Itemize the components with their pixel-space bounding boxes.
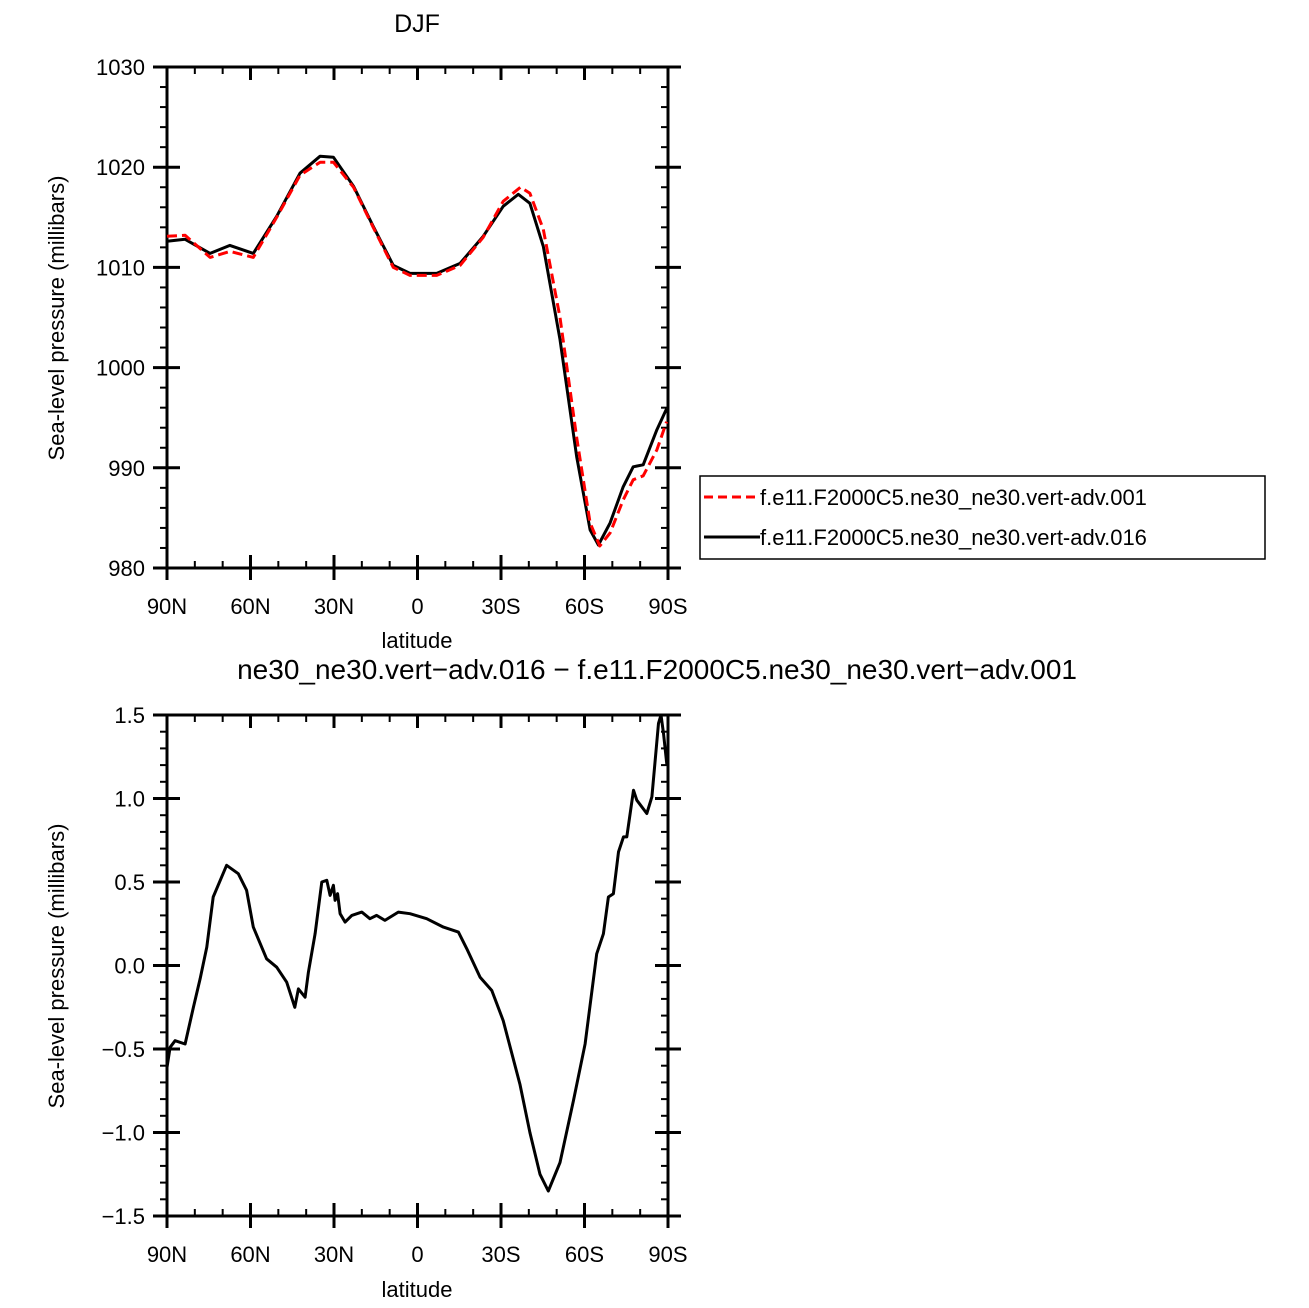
x-tick-label: 60N [230,1242,270,1267]
y-tick-label: 1020 [96,155,145,180]
y-tick-label: −1.5 [102,1204,145,1229]
x-tick-label: 90S [648,594,687,619]
top-chart-ylabel: Sea-level pressure (millibars) [44,176,69,461]
x-tick-label: 30N [314,1242,354,1267]
plot-1: 90N 60N 30N 0 30S 60S 90S 980 990 1000 1010 1020 103… [96,55,688,619]
plot-2: 90N 60N 30N 0 30S 60S 90S −1.5 −1.0 −0.5 0.0 0.5 1.0… [102,703,688,1267]
y-tick-label: −0.5 [102,1037,145,1062]
series-line-2 [166,154,668,547]
top-chart-title: DJF [394,10,440,38]
plot-frame [165,65,670,570]
y-tick-label: 1030 [96,55,145,80]
y-tick-label: 990 [108,456,145,481]
series-line-1 [166,160,669,548]
y-tick-label: 1000 [96,356,145,381]
x-tick-label: 30N [314,594,354,619]
x-tick-label: 0 [411,594,423,619]
series-line-1 [165,713,669,1193]
y-tick-label: 0.5 [114,870,145,895]
top-chart-xlabel: latitude [382,628,453,653]
x-tick-label: 90S [648,1242,687,1267]
bottom-chart-ylabel: Sea-level pressure (millibars) [44,824,69,1109]
x-tick-label: 60S [565,594,604,619]
x-tick-label: 90N [147,1242,187,1267]
y-tick-label: 1.5 [114,703,145,728]
x-tick-label: 0 [411,1242,423,1267]
bottom-chart-xlabel: latitude [382,1277,453,1302]
plot-frame [165,713,670,1218]
legend-box [699,475,1266,560]
legend-label-series-1: f.e11.F2000C5.ne30_ne30.vert-adv.001 [760,485,1147,510]
bottom-chart-title: ne30_ne30.vert−adv.016 − f.e11.F2000C5.n… [237,654,1077,685]
y-tick-label: 980 [108,556,145,581]
x-tick-label: 30S [481,1242,520,1267]
x-tick-label: 60S [565,1242,604,1267]
y-tick-label: 1010 [96,255,145,280]
legend: f.e11.F2000C5.ne30_ne30.vert-adv.001 f.e… [699,475,1266,560]
x-tick-label: 30S [481,594,520,619]
legend-label-series-2: f.e11.F2000C5.ne30_ne30.vert-adv.016 [760,525,1147,550]
y-tick-label: −1.0 [102,1121,145,1146]
y-tick-label: 0.0 [114,954,145,979]
y-tick-label: 1.0 [114,787,145,812]
x-tick-label: 90N [147,594,187,619]
x-tick-label: 60N [230,594,270,619]
